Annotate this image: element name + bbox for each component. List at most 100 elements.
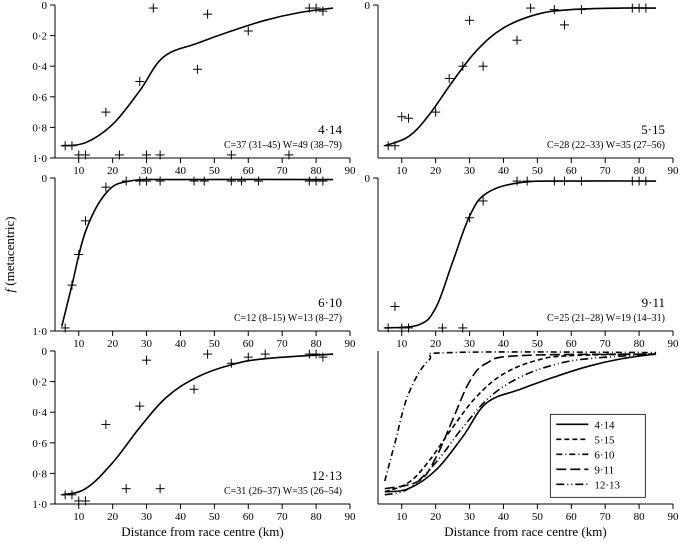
panel-9.11: 01020304050607080909·11C=25 (21–28) W=19…	[365, 173, 680, 350]
x-tick-label: 50	[532, 338, 544, 350]
x-tick-label: 40	[498, 511, 510, 523]
x-tick-label: 10	[396, 511, 408, 523]
panel-combined: 102030405060708090Distance from race cen…	[378, 351, 679, 539]
x-tick-label: 30	[141, 511, 153, 523]
y-tick-label: 0·2	[32, 31, 47, 43]
x-axis-label: Distance from race centre (km)	[444, 524, 606, 539]
panel-subtitle: C=28 (22–33) W=35 (27–56)	[547, 140, 665, 151]
y-tick-label: 0	[365, 173, 371, 185]
data-point	[190, 177, 199, 186]
x-tick-label: 40	[175, 338, 187, 350]
x-tick-label: 20	[107, 165, 119, 177]
y-tick-label: 1·0	[32, 153, 47, 165]
panel-subtitle: C=31 (26–37) W=35 (26–54)	[224, 486, 342, 497]
data-point	[200, 177, 209, 186]
x-tick-label: 10	[396, 165, 408, 177]
data-point	[135, 402, 144, 411]
data-point	[193, 65, 202, 74]
x-tick-label: 50	[209, 338, 221, 350]
data-point	[203, 350, 212, 359]
x-tick-label: 70	[600, 165, 612, 177]
x-tick-label: 10	[396, 338, 408, 350]
fit-curve	[385, 181, 656, 328]
x-tick-label: 10	[73, 338, 85, 350]
x-axis-label: Distance from race centre (km)	[121, 524, 283, 539]
x-tick-label: 60	[243, 511, 255, 523]
fit-curve	[62, 8, 333, 146]
panel-title: 6·10	[318, 295, 342, 310]
x-tick-label: 60	[243, 338, 255, 350]
x-tick-label: 50	[209, 165, 221, 177]
x-tick-label: 30	[141, 338, 153, 350]
x-tick-label: 50	[209, 511, 221, 523]
y-tick-label: 0·8	[32, 122, 47, 134]
x-tick-label: 30	[464, 338, 476, 350]
data-point	[318, 177, 327, 186]
y-tick-label: 0	[42, 173, 48, 185]
x-tick-label: 20	[430, 338, 442, 350]
y-tick-label: 0·2	[32, 377, 47, 389]
x-tick-label: 20	[107, 511, 119, 523]
y-tick-label: 0·6	[32, 92, 47, 104]
y-tick-label: 0	[42, 0, 48, 12]
x-tick-label: 90	[345, 165, 357, 177]
data-point	[101, 108, 110, 117]
legend-label: 4·14	[594, 419, 615, 431]
x-tick-label: 70	[600, 338, 612, 350]
data-point	[101, 420, 110, 429]
data-point	[397, 112, 406, 121]
data-point	[156, 177, 165, 186]
data-point	[404, 114, 413, 123]
x-tick-label: 70	[277, 338, 289, 350]
data-point	[203, 10, 212, 19]
data-point	[550, 5, 559, 14]
panel-6.10: 01·01020304050607080906·10C=12 (8–15) W=…	[32, 173, 356, 350]
x-tick-label: 70	[277, 165, 289, 177]
x-tick-label: 80	[634, 511, 646, 523]
panel-4.14: 00·20·40·60·81·01020304050607080904·14C=…	[32, 0, 356, 177]
legend-label: 5·15	[594, 434, 615, 446]
x-tick-label: 30	[464, 511, 476, 523]
legend-label: 9·11	[594, 464, 614, 476]
data-point	[431, 108, 440, 117]
x-tick-label: 20	[430, 165, 442, 177]
panel-5.15: 01020304050607080905·15C=28 (22–33) W=35…	[365, 0, 680, 177]
x-tick-label: 70	[600, 511, 612, 523]
x-tick-label: 90	[668, 338, 680, 350]
panel-title: 4·14	[318, 122, 342, 137]
legend-label: 12·13	[594, 479, 620, 491]
y-tick-label: 0·6	[32, 438, 47, 450]
x-tick-label: 40	[498, 338, 510, 350]
y-tick-label: 0·4	[32, 407, 47, 419]
x-tick-label: 30	[141, 165, 153, 177]
data-point	[465, 16, 474, 25]
y-tick-label: 0	[365, 0, 371, 12]
x-tick-label: 20	[430, 511, 442, 523]
y-tick-label: 1·0	[32, 499, 47, 511]
data-point	[67, 490, 76, 499]
x-tick-label: 90	[345, 338, 357, 350]
data-point	[244, 27, 253, 36]
y-tick-label: 1·0	[32, 326, 47, 338]
data-point	[227, 177, 236, 186]
x-tick-label: 90	[345, 511, 357, 523]
data-point	[254, 177, 263, 186]
x-tick-label: 10	[73, 165, 85, 177]
data-point	[526, 4, 535, 13]
data-point	[149, 4, 158, 13]
x-tick-label: 40	[498, 165, 510, 177]
legend-label: 6·10	[594, 449, 615, 461]
x-tick-label: 40	[175, 511, 187, 523]
x-tick-label: 80	[311, 338, 323, 350]
x-tick-label: 60	[566, 511, 578, 523]
data-point	[142, 177, 151, 186]
x-tick-label: 80	[311, 165, 323, 177]
x-tick-label: 80	[634, 165, 646, 177]
x-tick-label: 20	[107, 338, 119, 350]
data-point	[156, 484, 165, 493]
data-point	[390, 302, 399, 311]
data-point	[122, 484, 131, 493]
x-tick-label: 60	[566, 165, 578, 177]
x-tick-label: 80	[634, 338, 646, 350]
y-tick-label: 0	[42, 346, 48, 358]
